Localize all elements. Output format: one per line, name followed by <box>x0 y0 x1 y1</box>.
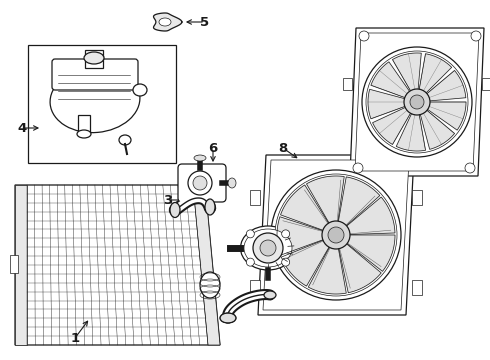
Circle shape <box>246 230 254 238</box>
Text: 6: 6 <box>208 141 218 154</box>
Circle shape <box>322 221 350 249</box>
Ellipse shape <box>194 155 206 161</box>
Ellipse shape <box>264 291 276 299</box>
Circle shape <box>404 89 430 115</box>
Circle shape <box>260 240 276 256</box>
Bar <box>482 78 490 90</box>
Ellipse shape <box>205 199 215 215</box>
Polygon shape <box>350 28 484 176</box>
Polygon shape <box>281 239 330 286</box>
Polygon shape <box>345 235 395 271</box>
Text: 5: 5 <box>200 15 210 28</box>
Circle shape <box>253 233 283 263</box>
Text: 3: 3 <box>163 194 172 207</box>
Polygon shape <box>371 62 411 98</box>
Circle shape <box>282 258 290 266</box>
Bar <box>412 190 422 205</box>
Polygon shape <box>15 185 220 345</box>
Polygon shape <box>308 246 346 294</box>
Ellipse shape <box>220 313 236 323</box>
Polygon shape <box>396 112 425 151</box>
Polygon shape <box>258 155 414 315</box>
Polygon shape <box>345 197 395 235</box>
Ellipse shape <box>133 84 147 96</box>
Circle shape <box>410 95 424 109</box>
Polygon shape <box>368 89 407 119</box>
Bar <box>343 78 352 90</box>
Circle shape <box>275 174 397 296</box>
Ellipse shape <box>50 67 140 132</box>
Bar <box>412 280 422 295</box>
Ellipse shape <box>159 18 171 26</box>
Polygon shape <box>263 160 409 310</box>
Polygon shape <box>372 107 412 144</box>
Circle shape <box>193 176 207 190</box>
Circle shape <box>246 258 254 266</box>
Circle shape <box>271 170 401 300</box>
Ellipse shape <box>228 178 236 188</box>
Ellipse shape <box>241 226 295 270</box>
Bar <box>10 255 18 273</box>
Bar <box>78 115 90 133</box>
Bar <box>85 50 103 68</box>
Polygon shape <box>425 71 466 101</box>
Text: 9: 9 <box>416 59 424 72</box>
Circle shape <box>353 163 363 173</box>
Polygon shape <box>15 185 27 345</box>
Ellipse shape <box>244 229 292 267</box>
Ellipse shape <box>84 52 104 64</box>
Circle shape <box>282 230 290 238</box>
Text: 2: 2 <box>291 298 299 311</box>
Polygon shape <box>392 53 421 93</box>
Text: 7: 7 <box>264 284 272 297</box>
Text: 1: 1 <box>71 332 79 345</box>
Bar <box>28 45 176 163</box>
FancyBboxPatch shape <box>178 164 226 202</box>
Ellipse shape <box>200 272 220 298</box>
Circle shape <box>328 227 344 243</box>
Polygon shape <box>277 217 325 255</box>
Polygon shape <box>307 176 344 225</box>
Circle shape <box>359 31 369 41</box>
Polygon shape <box>339 243 381 293</box>
Circle shape <box>362 47 472 157</box>
Polygon shape <box>426 102 466 130</box>
Ellipse shape <box>119 135 131 145</box>
Polygon shape <box>338 177 380 227</box>
Circle shape <box>465 163 475 173</box>
Polygon shape <box>420 109 455 149</box>
Polygon shape <box>281 185 330 231</box>
Polygon shape <box>355 33 479 171</box>
Circle shape <box>471 31 481 41</box>
Polygon shape <box>153 13 182 31</box>
FancyBboxPatch shape <box>52 59 138 90</box>
Polygon shape <box>193 185 220 345</box>
Text: 8: 8 <box>278 141 288 154</box>
Circle shape <box>188 171 212 195</box>
Circle shape <box>366 51 468 153</box>
Ellipse shape <box>170 202 180 217</box>
Bar <box>250 280 260 295</box>
Bar <box>250 190 260 205</box>
Text: 4: 4 <box>17 122 26 135</box>
Polygon shape <box>419 54 452 94</box>
Ellipse shape <box>77 130 91 138</box>
